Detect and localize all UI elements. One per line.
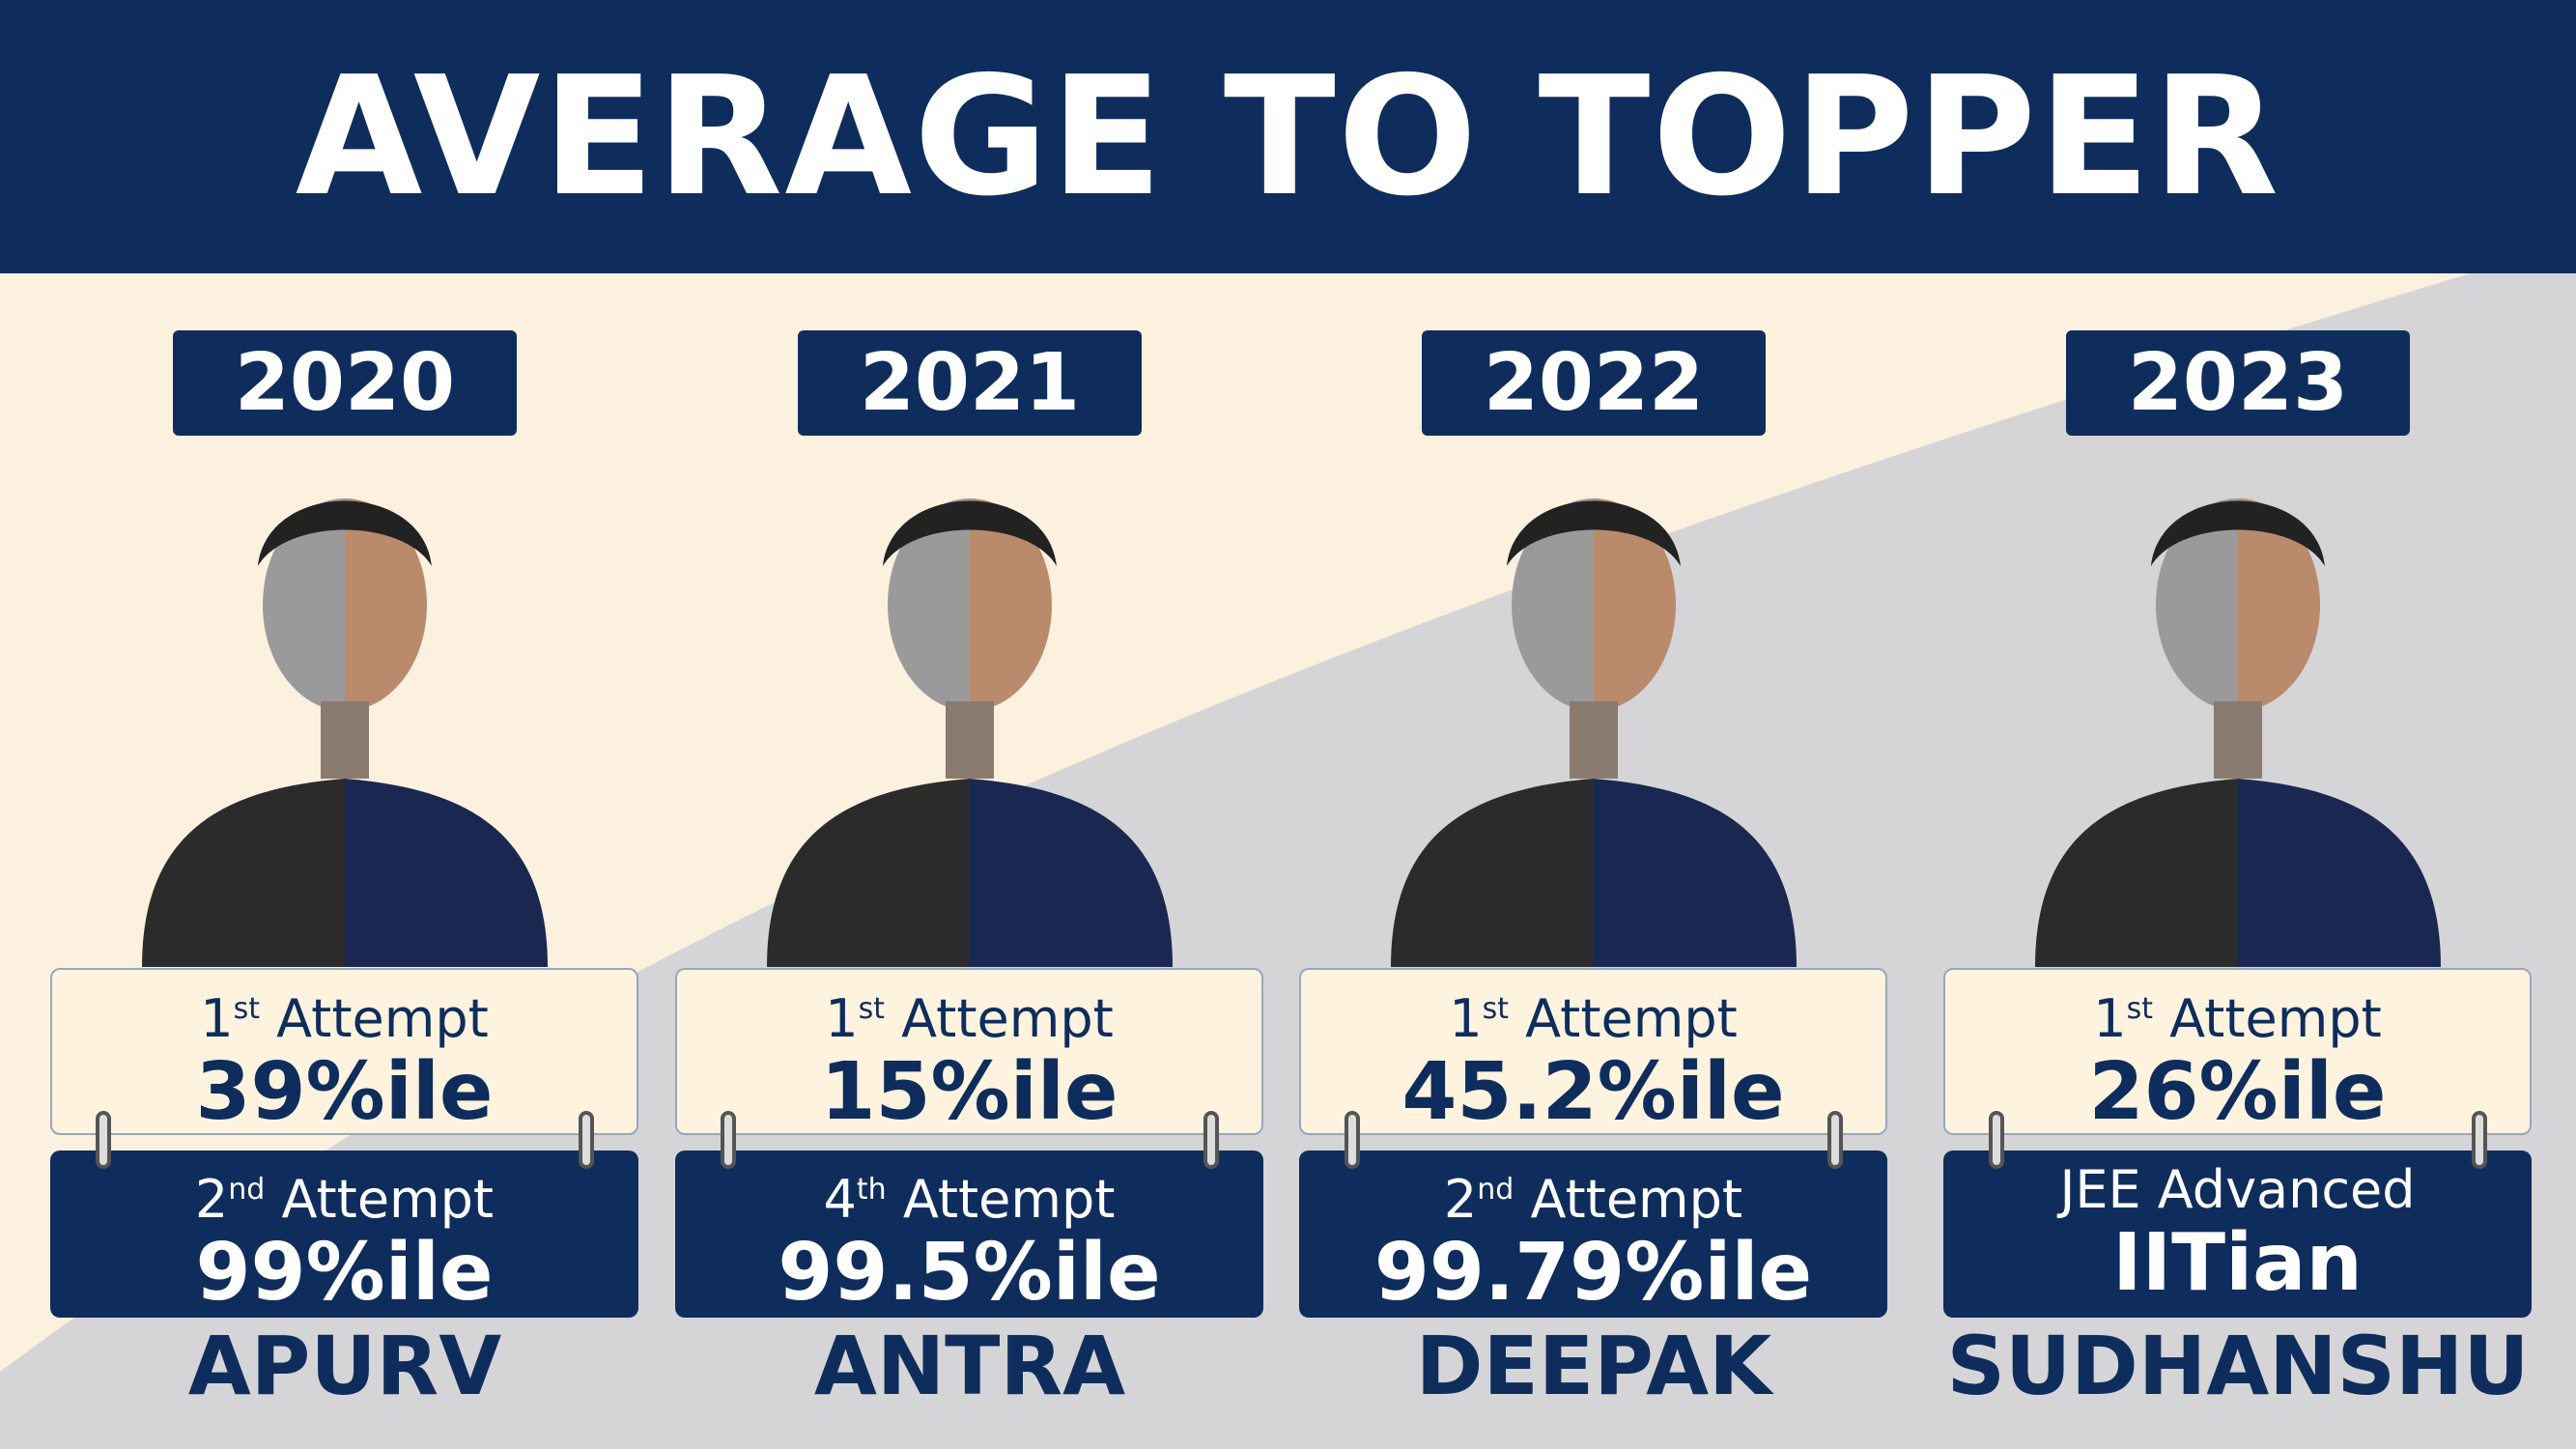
student-name: ANTRA: [813, 1319, 1126, 1413]
attempt-label: 1st Attempt: [677, 980, 1261, 1049]
second-attempt-card: 2nd Attempt 99.79%ile: [1299, 1151, 1887, 1318]
student-name: SUDHANSHU: [1946, 1319, 2530, 1413]
year-badge: 2023: [2066, 330, 2410, 436]
first-attempt-card: 1st Attempt 26%ile: [1943, 968, 2532, 1138]
ordinal-suffix: st: [233, 992, 260, 1026]
attempt-label: 2nd Attempt: [1299, 1160, 1887, 1230]
first-attempt-card: 1st Attempt 15%ile: [675, 968, 1263, 1138]
ring: [2472, 1111, 2487, 1169]
ordinal-suffix: st: [2126, 992, 2153, 1026]
score: 99%ile: [195, 1227, 494, 1319]
ring: [1989, 1111, 2004, 1169]
score: 26%ile: [2088, 1046, 2387, 1138]
attempt-word: JEE Advanced: [2059, 1159, 2416, 1220]
second-attempt-card: 4th Attempt 99.5%ile: [675, 1151, 1263, 1318]
attempt-label: 1st Attempt: [52, 980, 637, 1049]
year-badge: 2021: [798, 330, 1142, 436]
attempt-word: Attempt: [1530, 1169, 1743, 1230]
ring: [1827, 1111, 1843, 1169]
ring: [721, 1111, 736, 1169]
score: 99.5%ile: [778, 1227, 1161, 1319]
first-attempt-card: 1st Attempt 39%ile: [50, 968, 638, 1138]
attempt-word: Attempt: [1525, 988, 1738, 1049]
ordinal-suffix: th: [856, 1173, 887, 1207]
attempt-label: 1st Attempt: [1945, 980, 2530, 1049]
year-badge: 2022: [1422, 330, 1766, 436]
ordinal: 4: [823, 1169, 857, 1230]
attempt-word: Attempt: [901, 988, 1114, 1049]
ordinal: 1: [825, 988, 859, 1049]
ordinal: 1: [1449, 988, 1483, 1049]
second-attempt-card: 2nd Attempt 99%ile: [50, 1151, 638, 1318]
background-swoosh: [0, 242, 2576, 1449]
ring: [1203, 1111, 1219, 1169]
score: IITian: [2112, 1217, 2363, 1309]
first-attempt-card: 1st Attempt 45.2%ile: [1299, 968, 1887, 1138]
ordinal-suffix: nd: [1477, 1173, 1514, 1207]
attempt-label: JEE Advanced: [1943, 1160, 2532, 1220]
attempt-word: Attempt: [2169, 988, 2382, 1049]
ordinal: 1: [200, 988, 234, 1049]
ordinal: 2: [194, 1169, 229, 1230]
year-badge: 2020: [173, 330, 517, 436]
student-name: APURV: [187, 1319, 502, 1413]
score: 15%ile: [820, 1046, 1118, 1138]
ordinal-suffix: nd: [228, 1173, 266, 1207]
attempt-label: 2nd Attempt: [50, 1160, 638, 1230]
photo: [767, 498, 1173, 967]
ordinal: 2: [1443, 1169, 1478, 1230]
attempt-word: Attempt: [276, 988, 489, 1049]
score: 45.2%ile: [1401, 1046, 1785, 1138]
ordinal-suffix: st: [858, 992, 885, 1026]
attempt-label: 4th Attempt: [675, 1160, 1263, 1230]
title: AVERAGE TO TOPPER: [295, 41, 2281, 233]
ring: [1345, 1111, 1360, 1169]
ordinal: 1: [2093, 988, 2127, 1049]
score: 39%ile: [195, 1046, 494, 1138]
attempt-word: Attempt: [902, 1169, 1116, 1230]
photo: [2035, 498, 2441, 967]
second-attempt-card: JEE Advanced IITian: [1943, 1151, 2532, 1318]
header: AVERAGE TO TOPPER: [0, 0, 2576, 273]
student-name: DEEPAK: [1415, 1319, 1772, 1413]
attempt-word: Attempt: [281, 1169, 495, 1230]
attempt-label: 1st Attempt: [1301, 980, 1885, 1049]
photo: [1391, 498, 1797, 967]
ring: [579, 1111, 594, 1169]
photo: [142, 498, 548, 967]
ring: [96, 1111, 111, 1169]
ordinal-suffix: st: [1482, 992, 1509, 1026]
score: 99.79%ile: [1373, 1227, 1813, 1319]
